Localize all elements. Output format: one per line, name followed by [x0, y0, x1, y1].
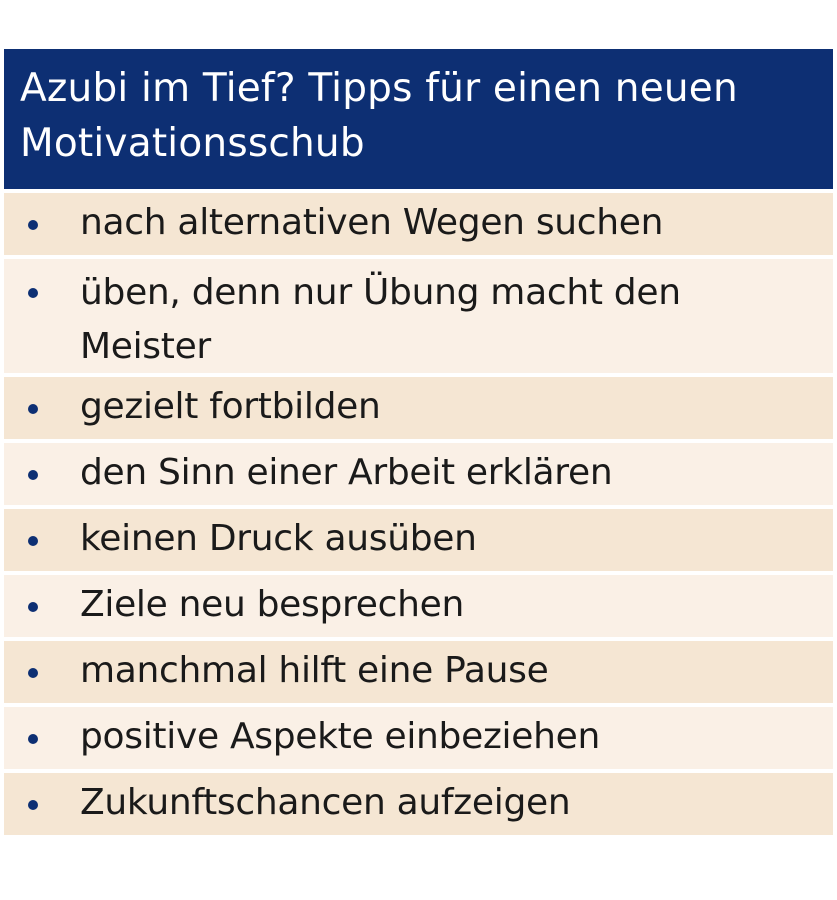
box-title: Azubi im Tief? Tipps für einen neuen Mot… [4, 49, 833, 189]
bullet-icon [28, 404, 38, 414]
list-item: gezielt fortbilden [4, 377, 833, 439]
list-item: keinen Druck ausüben [4, 509, 833, 571]
list-item: positive Aspekte einbeziehen [4, 707, 833, 769]
bullet-icon [28, 288, 38, 298]
list-item-text: Ziele neu besprechen [80, 584, 464, 625]
list-item: üben, denn nur Übung macht den Meister [4, 259, 833, 373]
list-item: den Sinn einer Arbeit erklären [4, 443, 833, 505]
bullet-icon [28, 602, 38, 612]
list-item-text: den Sinn einer Arbeit erklären [80, 452, 613, 493]
list-item-text: positive Aspekte einbeziehen [80, 716, 600, 757]
tips-list: nach alternativen Wegen suchen üben, den… [4, 193, 833, 835]
list-item: manchmal hilft eine Pause [4, 641, 833, 703]
tips-box: Azubi im Tief? Tipps für einen neuen Mot… [4, 49, 833, 835]
bullet-icon [28, 470, 38, 480]
list-item-text: keinen Druck ausüben [80, 518, 477, 559]
bullet-icon [28, 734, 38, 744]
list-item-text: gezielt fortbilden [80, 386, 381, 427]
list-item-text: manchmal hilft eine Pause [80, 650, 549, 691]
list-item-text: nach alternativen Wegen suchen [80, 202, 664, 243]
bullet-icon [28, 668, 38, 678]
list-item-text: Zukunftschancen aufzeigen [80, 782, 571, 823]
list-item-text: üben, denn nur Übung macht den Meister [80, 272, 681, 367]
list-item: Zukunftschancen aufzeigen [4, 773, 833, 835]
list-item: Ziele neu besprechen [4, 575, 833, 637]
bullet-icon [28, 800, 38, 810]
list-item: nach alternativen Wegen suchen [4, 193, 833, 255]
bullet-icon [28, 220, 38, 230]
bullet-icon [28, 536, 38, 546]
